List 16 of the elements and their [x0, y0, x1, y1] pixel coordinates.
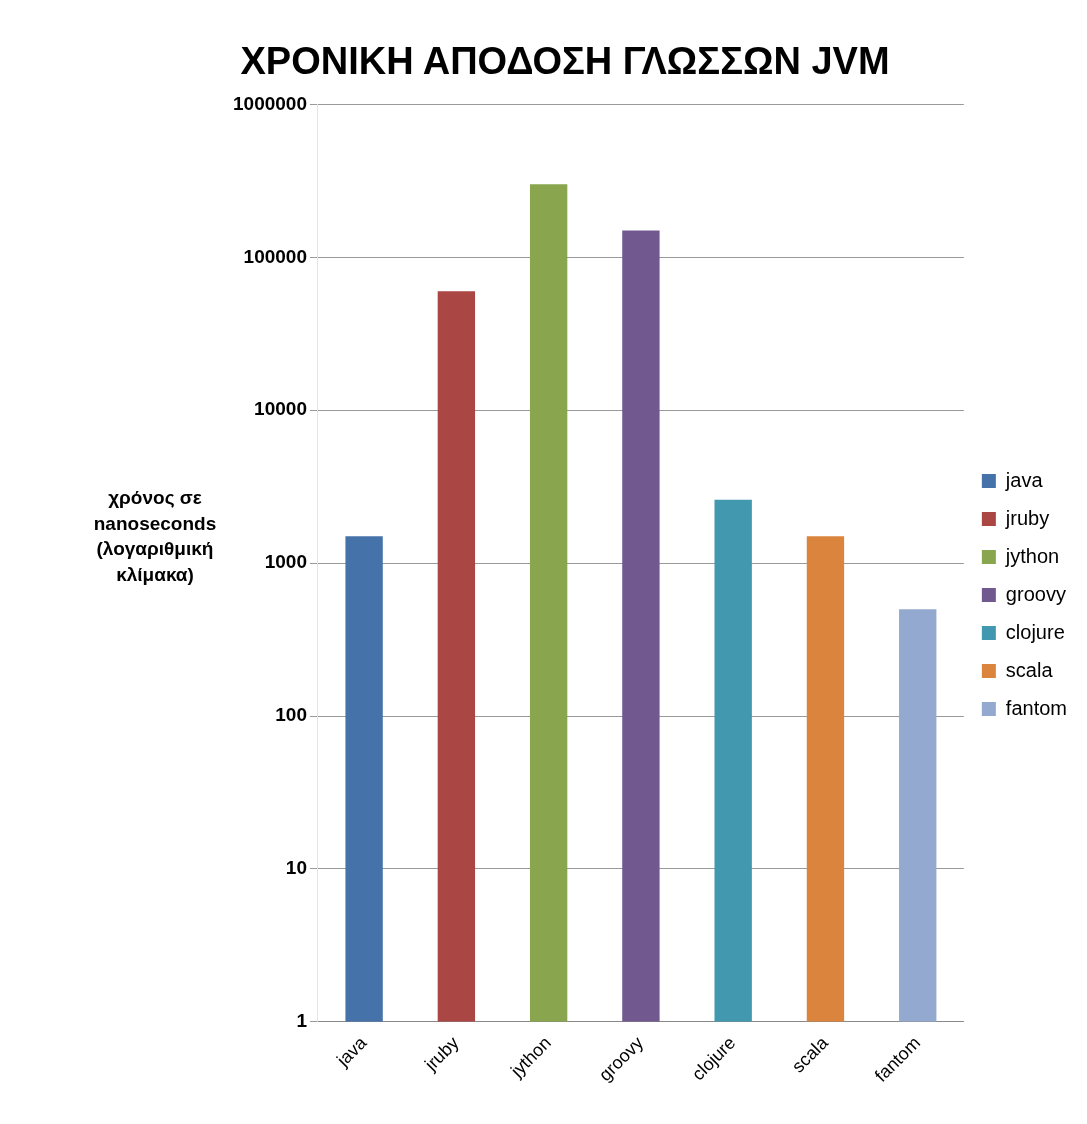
- y-tick-label: 10: [285, 857, 307, 879]
- legend-label: groovy: [1005, 582, 1066, 605]
- legend-label: fantom: [1005, 696, 1068, 719]
- y-tick-label: 1: [296, 1010, 308, 1032]
- y-tick-label: 1000: [264, 551, 307, 573]
- y-tick-label: 100: [275, 704, 307, 726]
- y-tick-label: 10000: [254, 398, 307, 420]
- y-tick-label: 1000000: [233, 92, 307, 114]
- legend-label: jruby: [1004, 506, 1050, 529]
- chart-title: ΧΡΟΝΙΚΗ ΑΠΟΔΟΣΗ ΓΛΩΣΣΩΝ JVM: [239, 40, 891, 83]
- legend-label: java: [1004, 468, 1044, 491]
- y-tick-label: 100000: [243, 245, 307, 267]
- y-axis-title: χρόνος σε nanoseconds (λογαριθμική κλίμακα): [92, 486, 218, 587]
- legend-label: scala: [1005, 658, 1054, 681]
- legend-label: jython: [1004, 544, 1060, 567]
- legend-label: clojure: [1005, 620, 1065, 643]
